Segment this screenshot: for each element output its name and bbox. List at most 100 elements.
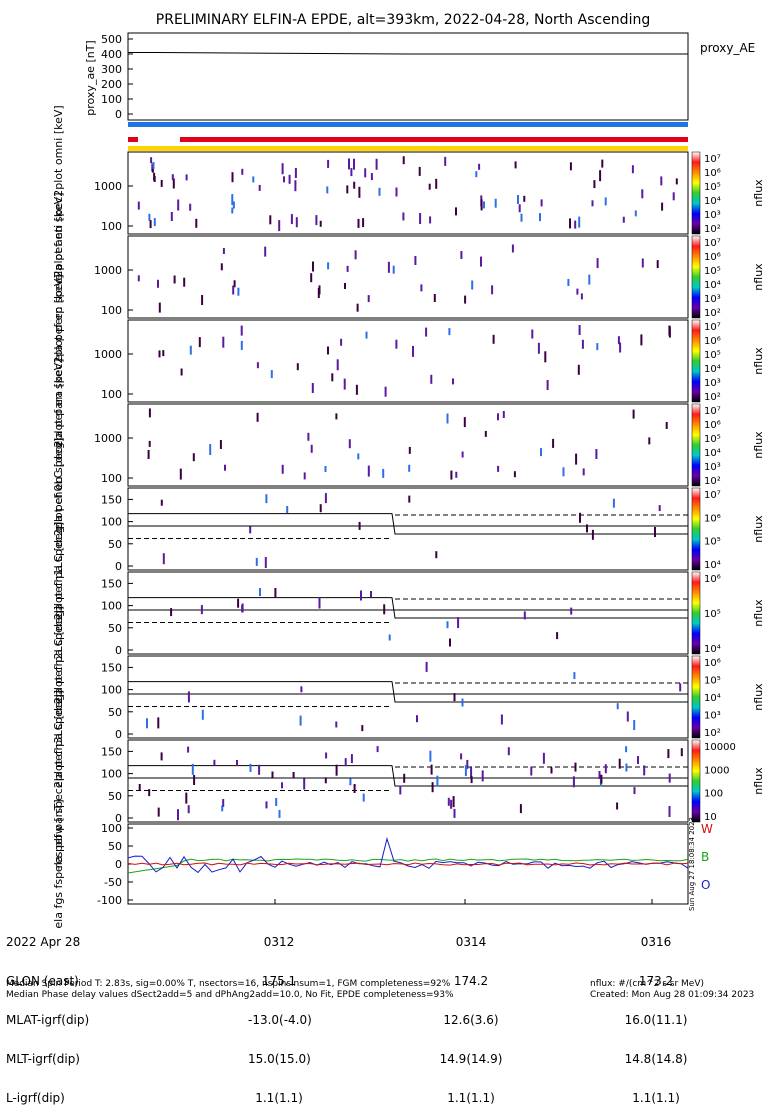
data-pixel	[626, 711, 629, 722]
data-pixel	[618, 758, 621, 769]
data-pixel	[591, 529, 594, 540]
footer-col-0316: 0316 173.2 16.0(11.1) 14.8(14.8) 1.1(1.1…	[620, 910, 692, 1118]
data-pixel	[367, 465, 370, 477]
data-pixel	[152, 162, 155, 169]
data-pixel	[350, 168, 353, 177]
data-pixel	[185, 174, 188, 181]
colorbar-tick-label: 10²	[704, 728, 721, 739]
data-pixel	[625, 746, 628, 753]
data-pixel	[288, 174, 291, 184]
footer-mlat: 16.0(11.1)	[624, 1013, 688, 1027]
data-pixel	[591, 200, 594, 207]
data-pixel	[160, 499, 163, 506]
colorbar	[691, 655, 701, 739]
data-pixel	[138, 784, 141, 790]
data-pixel	[452, 796, 455, 808]
data-pixel	[540, 199, 543, 207]
y-tick-label: 0	[115, 858, 122, 871]
data-pixel	[331, 373, 334, 382]
colorbar-tick-label: 1000	[704, 765, 729, 776]
data-pixel	[364, 168, 367, 178]
data-pixel	[574, 762, 577, 772]
y-tick-label: 50	[108, 538, 122, 551]
data-pixel	[573, 672, 576, 680]
data-pixel	[160, 752, 163, 761]
chart-title: PRELIMINARY ELFIN-A EPDE, alt=393km, 202…	[156, 12, 650, 28]
footer-glon: 175.1	[261, 974, 297, 988]
data-pixel	[336, 359, 339, 371]
data-pixel	[507, 747, 510, 756]
data-pixel	[148, 408, 151, 418]
y-tick-label: 100	[101, 516, 122, 529]
data-pixel	[357, 218, 360, 228]
data-pixel	[201, 709, 204, 720]
data-pixel	[153, 176, 156, 182]
footer-l: 1.1(1.1)	[632, 1091, 680, 1105]
panel-frame-ch3LC	[127, 739, 689, 823]
footer-glon: 174.2	[453, 974, 489, 988]
footer-mlat: 12.6(3.6)	[443, 1013, 499, 1027]
y-tick-label: 100	[101, 93, 122, 106]
data-pixel	[195, 218, 198, 228]
y-tick-label: 0	[115, 108, 122, 121]
data-pixel	[429, 750, 432, 762]
colorbar-tick-label: 10³	[704, 294, 721, 305]
data-pixel	[256, 412, 259, 422]
data-pixel	[274, 588, 277, 597]
colorbar-tick-label: 10⁶	[704, 336, 721, 347]
data-pixel	[596, 343, 599, 351]
data-pixel	[631, 165, 634, 174]
data-pixel	[358, 186, 361, 198]
legend-b: B	[701, 850, 709, 864]
y-axis-label: ela pef en spec2plot omni [keV]	[52, 105, 65, 280]
data-pixel	[157, 807, 160, 817]
colorbar-tick-label: 10⁷	[704, 490, 721, 501]
colorbar-tick-label: 10³	[704, 462, 721, 473]
data-pixel	[232, 201, 235, 209]
data-pixel	[281, 464, 284, 474]
colorbar-tick-label: 10⁶	[704, 252, 721, 263]
colorbar-tick-label: 10⁵	[704, 609, 721, 620]
data-pixel	[480, 199, 483, 211]
data-pixel	[319, 220, 322, 227]
colorbar-tick-label: 10⁴	[704, 560, 721, 571]
y-tick-label: 0	[115, 560, 122, 573]
data-pixel	[158, 350, 161, 358]
data-pixel	[480, 256, 482, 267]
data-pixel	[452, 378, 454, 385]
data-pixel	[513, 471, 516, 478]
series-w-line	[127, 862, 689, 866]
panel-frame-ch1LC	[127, 571, 689, 655]
colorbar-tick-label: 10⁶	[704, 513, 721, 524]
data-pixel	[500, 714, 503, 725]
data-pixel	[310, 273, 313, 283]
colorbar-label: nflux	[752, 767, 765, 795]
data-pixel	[654, 527, 656, 537]
data-pixel	[596, 258, 599, 269]
colorbar-tick-label: 10⁴	[704, 693, 721, 704]
data-pixel	[586, 524, 588, 533]
footer-time: 0312	[263, 935, 295, 949]
data-pixel	[483, 201, 485, 209]
data-pixel	[460, 753, 463, 760]
data-pixel	[599, 170, 602, 182]
data-pixel	[569, 218, 571, 229]
panel-frame-omni	[127, 151, 689, 235]
data-pixel	[384, 386, 387, 397]
data-pixel	[269, 215, 272, 225]
colorbar-label: nflux	[752, 683, 765, 711]
data-pixel	[160, 179, 163, 187]
data-pixel	[150, 157, 153, 164]
data-pixel	[357, 453, 360, 460]
data-pixel	[147, 450, 150, 459]
y-tick-label: 500	[101, 33, 122, 46]
data-pixel	[153, 218, 156, 227]
footer-created: Created: Mon Aug 28 01:09:34 2023	[590, 990, 755, 1000]
y-tick-label: 100	[101, 684, 122, 697]
data-pixel	[162, 350, 165, 357]
colorbar-label: nflux	[752, 263, 765, 291]
data-pixel	[183, 277, 186, 287]
y-tick-label: 0	[115, 644, 122, 657]
data-pixel	[523, 195, 526, 202]
data-pixel	[461, 451, 464, 458]
